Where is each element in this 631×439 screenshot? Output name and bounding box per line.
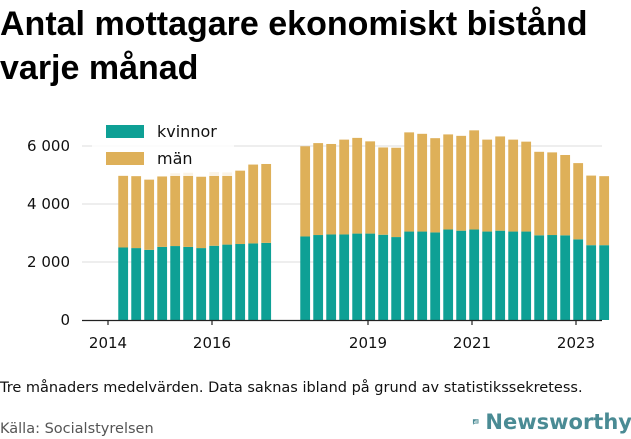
bar-man <box>443 134 454 230</box>
bar-kvinnor <box>534 235 545 320</box>
bar-kvinnor <box>352 233 363 320</box>
y-tick-label: 2 000 <box>27 253 70 271</box>
bar-kvinnor <box>144 249 155 320</box>
bar-man <box>599 176 610 246</box>
bar-man <box>573 163 584 240</box>
bar-man <box>157 176 168 247</box>
y-tick-label: 4 000 <box>27 195 70 213</box>
bar-kvinnor <box>378 234 389 320</box>
bar-kvinnor <box>495 230 506 320</box>
bar-man <box>183 172 194 247</box>
bar-kvinnor <box>222 244 233 320</box>
bar-man <box>521 141 532 232</box>
bar-man <box>352 137 363 234</box>
bar-kvinnor <box>170 246 181 320</box>
bar-man <box>469 130 480 230</box>
bar-kvinnor <box>508 231 519 320</box>
bar-kvinnor <box>430 232 441 320</box>
bar-man <box>378 147 389 235</box>
bar-kvinnor <box>196 248 207 320</box>
bar-kvinnor <box>547 235 558 320</box>
bar-kvinnor <box>157 246 168 320</box>
x-tick-label: 2014 <box>89 334 127 352</box>
bar-man <box>547 152 558 236</box>
bar-kvinnor <box>183 246 194 320</box>
bar-kvinnor <box>131 248 142 320</box>
source-text: Källa: Socialstyrelsen <box>0 421 154 437</box>
bar-man <box>144 179 155 250</box>
bar-man <box>261 163 272 243</box>
bar-kvinnor <box>300 236 311 320</box>
bar-man <box>430 138 441 233</box>
bar-kvinnor <box>339 234 350 320</box>
newsworthy-logo-icon <box>472 419 479 425</box>
legend-swatch <box>106 152 144 165</box>
bar-man <box>456 135 467 231</box>
legend-swatch <box>106 125 144 138</box>
bar-kvinnor <box>365 233 376 320</box>
bar-kvinnor <box>599 245 610 320</box>
bar-man <box>196 176 207 249</box>
bar-man <box>586 175 597 246</box>
bar-man <box>209 172 220 246</box>
bar-man <box>417 133 428 232</box>
bar-man <box>534 151 545 236</box>
brand-logo[interactable]: Newsworthy <box>472 408 631 436</box>
bar-man <box>118 175 129 248</box>
bar-man <box>222 172 233 245</box>
bar-man <box>326 143 337 235</box>
bar-kvinnor <box>261 242 272 320</box>
y-tick-label: 6 000 <box>27 137 70 155</box>
bar-man <box>365 141 376 234</box>
bar-man <box>508 139 519 232</box>
x-tick-label: 2019 <box>349 334 387 352</box>
x-tick-label: 2021 <box>453 334 491 352</box>
legend-label: män <box>157 149 193 168</box>
bar-kvinnor <box>560 235 571 320</box>
legend-label: kvinnor <box>157 122 217 141</box>
bar-kvinnor <box>417 231 428 320</box>
bars <box>118 130 610 320</box>
bar-kvinnor <box>326 234 337 320</box>
bar-man <box>339 139 350 235</box>
chart-note: Tre månaders medelvärden. Data saknas ib… <box>0 380 583 396</box>
bar-kvinnor <box>482 231 493 320</box>
chart-title: Antal mottagare ekonomiskt bistånd varje… <box>0 5 588 87</box>
bar-kvinnor <box>469 229 480 320</box>
bar-man <box>482 139 493 232</box>
bar-kvinnor <box>391 237 402 320</box>
bar-kvinnor <box>586 245 597 320</box>
bar-kvinnor <box>456 230 467 320</box>
bar-man <box>235 170 246 245</box>
legend: kvinnor män <box>92 118 234 176</box>
bar-man <box>404 132 415 232</box>
bar-kvinnor <box>313 235 324 320</box>
bar-kvinnor <box>443 229 454 320</box>
bar-kvinnor <box>118 247 129 320</box>
bar-man <box>300 146 311 237</box>
bar-kvinnor <box>235 244 246 320</box>
bar-kvinnor <box>521 231 532 320</box>
bar-man <box>313 143 324 236</box>
bar-kvinnor <box>573 239 584 320</box>
bar-man <box>248 164 259 244</box>
bar-kvinnor <box>404 231 415 320</box>
bar-man <box>391 147 402 238</box>
bar-man <box>170 173 181 247</box>
bar-kvinnor <box>209 245 220 320</box>
axes: 0 2 000 4 000 6 000 2014 2016 2019 2021 2023 <box>27 137 602 352</box>
y-tick-label: 0 <box>60 311 70 329</box>
bar-kvinnor <box>248 243 259 320</box>
bar-man <box>560 154 571 236</box>
brand-name: Newsworthy <box>485 410 631 434</box>
x-tick-label: 2016 <box>193 334 231 352</box>
bar-man <box>131 176 142 249</box>
x-tick-label: 2023 <box>557 334 595 352</box>
bar-man <box>495 136 506 231</box>
